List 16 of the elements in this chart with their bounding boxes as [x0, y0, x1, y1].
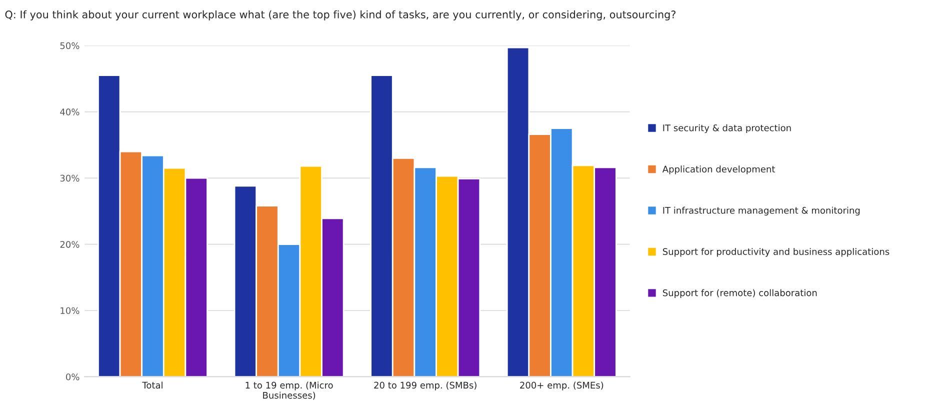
legend-label: Support for (remote) collaboration: [662, 289, 817, 298]
x-tick-label: 200+ emp. (SMEs): [520, 382, 604, 390]
x-tick-label: 20 to 199 emp. (SMBs): [374, 382, 476, 390]
y-tick-label: 40%: [60, 108, 80, 116]
y-tick-label: 30%: [60, 174, 80, 182]
y-tick-label: 50%: [60, 42, 80, 50]
legend-label: IT security & data protection: [663, 124, 791, 134]
legend-label: Application development: [662, 166, 776, 174]
x-tick-label: 1 to 19 emp. (Micro Businesses): [246, 382, 333, 400]
y-tick-label: 0%: [66, 373, 80, 380]
chart-title: Q: If you think about your current workplace what (are the top five) kind of tasks, are you currently, or considering, outsourcing?: [5, 10, 676, 20]
x-tick-label: Total: [142, 382, 162, 389]
y-tick-label: 10%: [60, 307, 80, 314]
legend-label: IT infrastructure management & monitoring: [663, 206, 860, 216]
y-tick-label: 20%: [60, 240, 80, 248]
legend-label: Support for productivity and business applications: [662, 248, 890, 257]
